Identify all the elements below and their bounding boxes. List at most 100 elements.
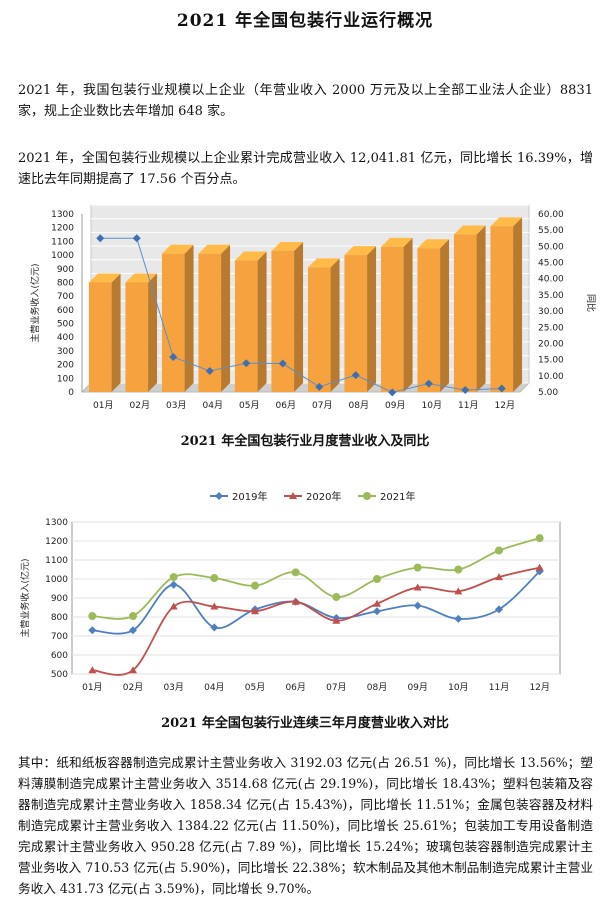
- intro-paragraph-enterprises: 2021 年，我国包装行业规模以上企业（年营业收入 2000 万元及以上全部工业…: [18, 83, 593, 119]
- chart1-bar-side: [294, 241, 304, 392]
- chart2-point: [454, 565, 463, 574]
- chart1-y-tick-label: 100: [57, 374, 74, 384]
- chart2-x-tick-label: 03月: [163, 682, 183, 693]
- chart1-bar: [198, 253, 222, 392]
- chart1-bar-top: [453, 225, 486, 235]
- chart2-y-tick-label: 800: [51, 613, 68, 623]
- chart2-point: [129, 612, 137, 621]
- chart1-bar-top: [198, 244, 231, 254]
- chart2-x-tick-label: 07月: [326, 682, 346, 693]
- chart2-point: [535, 534, 544, 543]
- chart2-x-tick-label: 06月: [285, 682, 305, 693]
- chart1-y-tick-label: 300: [57, 347, 74, 357]
- chart2-point: [454, 587, 463, 595]
- chart2-point: [88, 626, 97, 635]
- chart1-bar-top: [88, 273, 121, 283]
- chart1-bar-side: [513, 217, 523, 392]
- chart1-x-tick-label: 02月: [130, 400, 150, 411]
- chart2-point: [332, 593, 341, 602]
- breakdown-paragraph: 其中：纸和纸板容器制造完成累计主营业务收入 3192.03 亿元(占 26.51…: [18, 755, 593, 896]
- chart1-bar: [490, 226, 514, 392]
- chart1-bar-side: [221, 244, 231, 392]
- chart2-point: [169, 573, 178, 582]
- chart1-x-tick-label: 01月: [93, 400, 113, 411]
- chart2-y-tick-label: 1200: [45, 537, 68, 547]
- chart1-bar-side: [403, 237, 413, 392]
- chart1-bar: [344, 255, 368, 392]
- chart1-y-tick-label: 1000: [51, 251, 74, 261]
- chart2-y-axis-label: 主营业务收入(亿元): [19, 558, 31, 637]
- page-title: 2021 年全国包装行业运行概况: [176, 11, 434, 31]
- chart1-x-tick-label: 07月: [312, 400, 332, 411]
- three-year-comparison-line-chart: 500 600 700 800 900 1000 1100 1200 1300 01月 02月 03月…: [19, 490, 561, 693]
- chart1-y2-tick-label: 15.00: [538, 356, 564, 366]
- chart1-x-tick-label: 03月: [166, 400, 186, 411]
- chart2-point: [454, 614, 463, 623]
- chart1-x-tick-label: 05月: [239, 400, 259, 411]
- chart2-point: [495, 573, 503, 581]
- chart1-yoy-point: [242, 359, 251, 368]
- monthly-revenue-bar-chart: 0 100 200 300 400 500 600 700 800 900 1000 1100 1200…: [29, 204, 597, 411]
- chart2-legend-label: 2021年: [380, 490, 415, 503]
- chart2-x-tick-label: 04月: [204, 682, 224, 693]
- chart2-point: [169, 580, 178, 589]
- chart1-yoy-point: [424, 379, 433, 388]
- chart1-y-tick-label: 800: [57, 278, 74, 288]
- chart1-y-tick-label: 900: [57, 265, 74, 275]
- chart1-bar: [380, 246, 404, 392]
- chart1-y-tick-label: 400: [57, 333, 74, 343]
- chart2-x-tick-label: 02月: [123, 682, 143, 693]
- chart2-point: [291, 568, 300, 577]
- chart1-y2-tick-label: 35.00: [538, 291, 564, 301]
- chart2-point: [210, 623, 219, 632]
- chart2-point: [332, 616, 341, 624]
- chart2-point: [373, 599, 381, 607]
- chart1-y2-tick-label: 10.00: [538, 372, 564, 382]
- chart2-x-tick-label: 10月: [448, 682, 468, 693]
- chart2-point: [210, 574, 219, 583]
- chart2-caption: 2021 年全国包装行业连续三年月度营业收入对比: [161, 716, 449, 731]
- chart1-x-tick-label: 09月: [385, 400, 405, 411]
- intro-paragraph-revenue: 2021 年，全国包装行业规模以上企业累计完成营业收入 12,041.81 亿元…: [18, 151, 593, 187]
- chart1-bar: [88, 282, 112, 392]
- chart2-point: [373, 575, 381, 583]
- chart1-y2-tick-label: 50.00: [538, 242, 564, 252]
- chart1-bar: [234, 260, 258, 392]
- chart1-yoy-point: [169, 353, 178, 362]
- chart2-point: [413, 601, 422, 610]
- chart2-y-tick-label: 1000: [45, 575, 68, 585]
- chart1-yoy-point: [461, 386, 470, 395]
- chart1-y-tick-label: 600: [57, 306, 74, 316]
- chart1-yoy-line: [100, 237, 502, 393]
- chart1-x-tick-label: 04月: [203, 400, 223, 411]
- chart1-bar-top: [161, 244, 194, 254]
- chart1-x-tick-label: 10月: [422, 400, 442, 411]
- chart2-point: [88, 612, 97, 621]
- chart1-y2-tick-label: 45.00: [538, 259, 564, 269]
- chart1-bar: [161, 253, 185, 392]
- chart2-point: [129, 626, 137, 635]
- chart1-y2-tick-label: 60.00: [538, 210, 564, 220]
- chart2-y-tick-label: 500: [51, 670, 68, 680]
- chart1-y-tick-label: 700: [57, 292, 74, 302]
- chart1-yoy-point: [205, 366, 214, 375]
- chart1-bar-side: [257, 251, 267, 392]
- chart1-y-tick-label: 1100: [51, 237, 74, 247]
- chart1-bar: [271, 250, 295, 392]
- chart1-yoy-point: [497, 384, 506, 393]
- chart1-bar: [307, 267, 331, 392]
- chart2-y-tick-label: 900: [51, 594, 68, 604]
- chart1-y2-tick-label: 55.00: [538, 226, 564, 236]
- chart2-y-tick-label: 1100: [45, 556, 68, 566]
- chart1-bar-side: [440, 239, 450, 392]
- chart2-x-tick-label: 05月: [245, 682, 265, 693]
- chart2-legend-marker: [289, 492, 297, 499]
- chart1-y2-tick-label: 25.00: [538, 323, 564, 333]
- chart1-bar: [453, 234, 477, 392]
- chart2-x-tick-label: 11月: [489, 682, 509, 693]
- chart2-point: [535, 563, 544, 571]
- chart1-y2-tick-label: 5.00: [538, 388, 558, 398]
- chart2-point: [413, 583, 422, 591]
- chart2-x-tick-label: 08月: [367, 682, 387, 693]
- chart2-point: [169, 602, 178, 610]
